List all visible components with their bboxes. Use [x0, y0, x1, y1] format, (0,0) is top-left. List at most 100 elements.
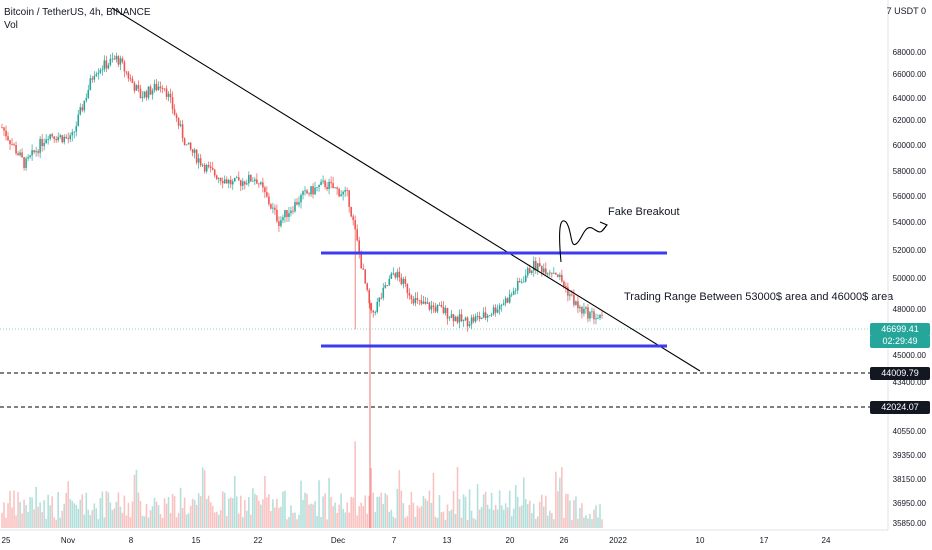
volume-bar [211, 505, 214, 528]
candle-body [141, 97, 144, 99]
volume-bar [414, 516, 417, 528]
candle-body [498, 305, 501, 310]
volume-bar [300, 480, 302, 528]
candle-body [117, 56, 120, 65]
volume-bar [268, 494, 270, 528]
volume-bar [59, 517, 61, 528]
candle-body [278, 221, 280, 227]
time-tick-label: 8 [129, 536, 134, 545]
candle-body [199, 158, 202, 166]
volume-bar [185, 514, 188, 528]
candle-body [563, 281, 565, 286]
volume-bar [167, 497, 170, 528]
volume-bar [199, 496, 202, 528]
currency-unit-label[interactable]: 7 USDT 0 [886, 6, 926, 16]
volume-bar [91, 510, 94, 528]
price-tick-label: 35850.00 [893, 519, 927, 528]
volume-bar [252, 488, 254, 528]
countdown-badge: 02:29:49 [870, 335, 930, 348]
volume-bar [7, 503, 9, 528]
candle-body [49, 134, 51, 140]
price-tick-label: 64000.00 [893, 94, 927, 103]
volume-bar [145, 504, 148, 528]
volume-indicator-label[interactable]: Vol [4, 20, 18, 31]
volume-bar [33, 509, 35, 528]
candle-body [175, 114, 178, 118]
candle-body [87, 90, 90, 98]
candle-body [115, 56, 118, 60]
volume-bar [366, 513, 369, 528]
candle-body [316, 187, 318, 188]
volume-bar [498, 490, 501, 528]
volume-bar [543, 506, 545, 528]
price-axis[interactable]: 68000.00 66000.00 64000.00 62000.00 60000.00… [893, 48, 927, 528]
price-tick-label: 66000.00 [893, 70, 927, 79]
volume-bar [89, 515, 92, 528]
symbol-title[interactable]: Bitcoin / TetherUS, 4h, BINANCE [4, 7, 151, 18]
volume-bar [536, 516, 539, 528]
volume-bar [256, 495, 258, 528]
candle-body [532, 260, 535, 271]
candle-body [508, 294, 511, 303]
candle-body [434, 306, 437, 312]
candle-body [286, 210, 288, 218]
candle-body [356, 229, 358, 241]
volume-bar [286, 519, 288, 528]
candle-body [155, 83, 158, 91]
candle-body [422, 301, 425, 304]
time-axis[interactable]: 25 Nov 8 15 22 Dec 7 13 20 26 2022 10 17 24 [2, 536, 831, 545]
trendline[interactable] [111, 7, 701, 372]
time-tick-label: Dec [331, 536, 345, 545]
candle-body [23, 157, 25, 168]
volume-bar [344, 512, 346, 528]
volume-bar [502, 509, 505, 528]
chart-header: Bitcoin / TetherUS, 4h, BINANCE Vol [4, 6, 151, 32]
candle-body [248, 174, 250, 184]
volume-bar [127, 502, 130, 528]
volume-bar [165, 503, 168, 528]
volume-bar [557, 491, 559, 528]
volume-bar [248, 497, 250, 528]
volume-bar [201, 467, 204, 528]
candle-body [91, 78, 94, 80]
volume-bar [213, 512, 216, 528]
candle-body [173, 109, 176, 115]
candle-body [111, 58, 114, 60]
volume-bar [528, 500, 531, 528]
volume-bar [3, 502, 5, 528]
volume-bar [532, 503, 535, 528]
candle-body [183, 138, 186, 146]
candle-body [193, 149, 196, 153]
candle-body [565, 285, 567, 288]
candle-body [121, 58, 124, 63]
volume-bar [460, 517, 463, 528]
candle-body [426, 302, 429, 304]
price-tick-label: 52000.00 [893, 246, 927, 255]
price-tick-label: 40550.00 [893, 427, 927, 436]
candle-body [571, 294, 573, 296]
volume-bar [197, 493, 200, 528]
volume-bar [119, 506, 122, 528]
candle-body [534, 260, 537, 271]
volume-bar [340, 493, 342, 528]
candle-body [482, 312, 485, 318]
volume-bar [436, 518, 439, 528]
volume-bar [187, 513, 190, 528]
volume-bar [51, 496, 53, 528]
trading-range-label: Trading Range Between 53000$ area and 46… [624, 291, 894, 303]
candle-body [350, 206, 352, 217]
volume-bar [510, 516, 513, 528]
volume-bar [462, 494, 465, 528]
candle-body [326, 186, 328, 189]
volume-bar [569, 500, 571, 528]
volume-bar [466, 519, 469, 528]
volume-bar [384, 493, 387, 528]
candle-body [320, 181, 322, 185]
candle-body [157, 86, 160, 91]
volume-bar [242, 517, 244, 528]
volume-bar [43, 500, 45, 528]
candle-body [75, 126, 78, 132]
volume-bar [155, 501, 158, 528]
candle-body [97, 72, 100, 75]
